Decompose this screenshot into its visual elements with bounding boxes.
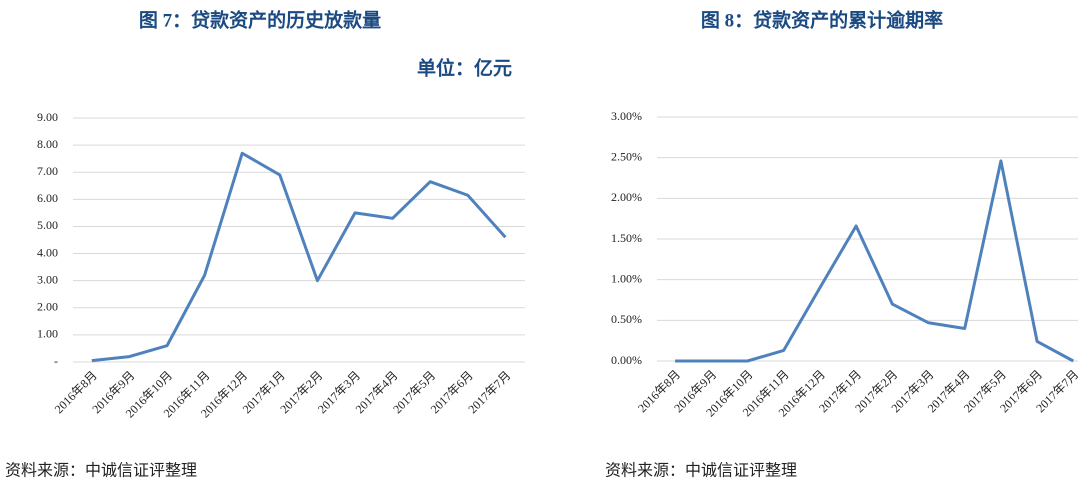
- y-tick-label: 6.00: [37, 191, 58, 205]
- data-line: [675, 159, 1075, 363]
- y-tick-label: 0.00%: [611, 353, 642, 367]
- y-tick-label: 2.00%: [611, 190, 642, 204]
- y-tick-label: 2.50%: [611, 149, 642, 163]
- y-tick-label: 1.50%: [611, 231, 642, 245]
- y-tick-label: 3.00%: [611, 109, 642, 123]
- y-tick-label: 2.00: [37, 300, 58, 314]
- chart-title: 图 7：贷款资产的历史放款量: [139, 8, 381, 31]
- y-tick-label: 9.00: [37, 110, 58, 124]
- y-tick-label: 4.00: [37, 245, 58, 259]
- source-note: 资料来源：中诚信证评整理: [605, 462, 797, 480]
- y-tick-label: 1.00: [37, 327, 58, 341]
- data-line: [91, 151, 507, 363]
- y-tick-label: 0.50%: [611, 312, 642, 326]
- y-tick-label: 8.00: [37, 137, 58, 151]
- y-tick-label: -: [54, 354, 58, 368]
- y-tick-label: 3.00: [37, 272, 58, 286]
- y-tick-label: 5.00: [37, 218, 58, 232]
- source-note: 资料来源：中诚信证评整理: [5, 462, 197, 480]
- unit-label: 单位：亿元: [417, 56, 512, 79]
- y-tick-label: 7.00: [37, 164, 58, 178]
- chart-title: 图 8：贷款资产的累计逾期率: [701, 8, 943, 31]
- y-tick-label: 1.00%: [611, 271, 642, 285]
